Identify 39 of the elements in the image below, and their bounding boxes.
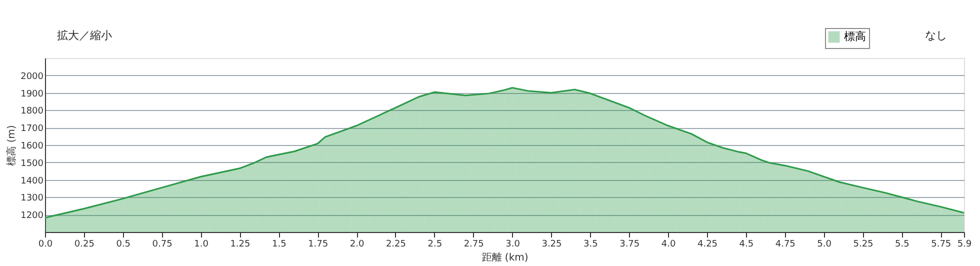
- y-axis-title: 標高 (m): [6, 125, 18, 166]
- x-tick-label: 2.25: [386, 240, 406, 250]
- x-tick-label: 2.0: [350, 240, 364, 250]
- x-tick-label: 5.75: [931, 240, 952, 250]
- text: 拡大／縮小: [57, 29, 112, 42]
- x-tick-label: 5.5: [895, 240, 910, 250]
- legend-label: 標高: [844, 30, 866, 43]
- x-tick-label: 5.9: [957, 240, 972, 250]
- x-tick-label: 0.25: [74, 240, 94, 250]
- x-tick-label: 3.5: [584, 240, 598, 250]
- y-tick-label: 1800: [20, 106, 44, 117]
- x-tick-label: 4.75: [775, 240, 796, 250]
- x-tick-label: 0.0: [38, 240, 53, 250]
- x-tick-label: 0.75: [152, 240, 172, 250]
- x-tick-label: 3.0: [506, 240, 520, 250]
- x-tick-label: 1.0: [194, 240, 209, 250]
- x-tick-label: 1.25: [230, 240, 250, 250]
- y-tick-label: 1600: [20, 142, 44, 152]
- x-tick-label: 4.25: [697, 240, 718, 250]
- x-tick-label: 1.5: [272, 240, 286, 250]
- x-tick-label: 5.0: [817, 240, 832, 250]
- x-tick-label: 4.5: [739, 240, 754, 250]
- y-tick-label: 2000: [20, 72, 44, 82]
- x-axis-title: 距離 (km): [482, 252, 528, 264]
- x-tick-label: 2.5: [428, 240, 442, 250]
- y-tick-label: 1200: [20, 211, 44, 222]
- x-tick-label: 1.75: [308, 240, 328, 250]
- x-tick-label: 5.25: [853, 240, 874, 250]
- x-tick-label: 3.75: [620, 240, 640, 250]
- y-tick-label: 1500: [20, 158, 44, 169]
- text: なし: [925, 29, 947, 42]
- y-tick-label: 1900: [20, 89, 44, 100]
- x-tick-label: 0.5: [116, 240, 131, 250]
- y-tick-label: 1700: [20, 124, 44, 134]
- x-tick-label: 3.25: [542, 240, 562, 250]
- x-tick-label: 4.0: [661, 240, 676, 250]
- y-tick-label: 1400: [20, 176, 44, 186]
- y-tick-label: 1300: [20, 194, 44, 204]
- x-tick-label: 2.75: [464, 240, 484, 250]
